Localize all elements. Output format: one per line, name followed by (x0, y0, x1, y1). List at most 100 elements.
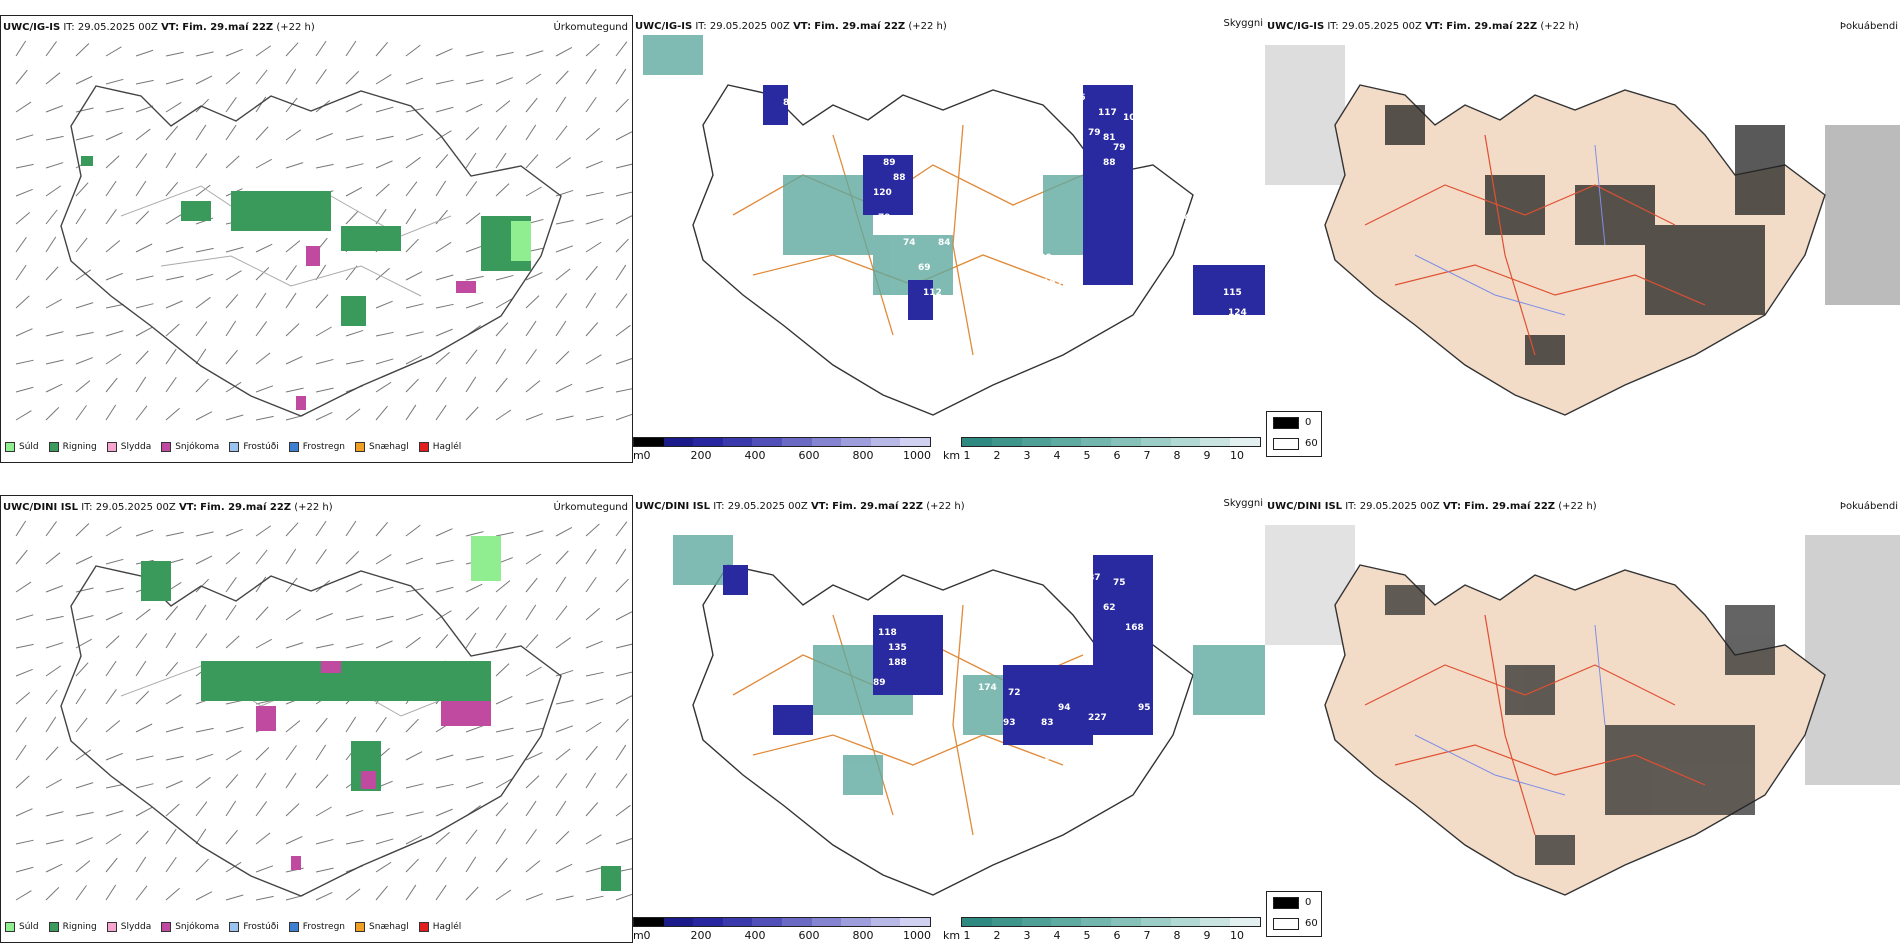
wind-barb (345, 40, 357, 57)
wind-barb (525, 666, 542, 677)
wind-barb (555, 699, 574, 705)
wind-barb (525, 295, 540, 309)
cloudbase-label: 155 (1028, 658, 1047, 668)
colorbar-step (1170, 438, 1201, 446)
wind-barb (135, 210, 150, 225)
wind-barb (105, 720, 121, 733)
visibility-unit: km (943, 929, 961, 942)
wind-barb (615, 643, 632, 649)
wind-barb (465, 583, 483, 593)
wind-barb (495, 754, 514, 761)
wind-barb (45, 41, 57, 57)
wind-barb (555, 415, 574, 421)
cloudbase-label: 100 (1123, 113, 1142, 123)
wind-barb (585, 895, 604, 901)
wind-barb (435, 610, 452, 621)
wind-barb (255, 549, 268, 565)
wind-barb (615, 358, 632, 365)
wind-barb (615, 293, 628, 309)
it-label: IT: (81, 502, 93, 513)
wind-barb (345, 615, 364, 621)
wind-barb (75, 688, 87, 705)
wind-barb (105, 526, 122, 537)
wind-barb (15, 808, 33, 817)
wind-barb (45, 209, 58, 225)
wind-barb (105, 107, 124, 113)
colorbar-step (1081, 918, 1111, 926)
cloudbase-label: 143 (1043, 753, 1062, 763)
wind-barb (135, 128, 151, 141)
wind-barb (225, 800, 237, 817)
fog-legend-bottom: 0 60 (1266, 891, 1322, 937)
wind-barb (105, 635, 120, 649)
wind-barb (525, 634, 539, 649)
wind-barb (555, 669, 574, 677)
wind-barb (585, 721, 602, 733)
wind-barb (435, 404, 447, 421)
legend-label: Snjókoma (175, 442, 220, 452)
wind-barb (45, 298, 62, 309)
wind-barb (615, 68, 627, 85)
wind-barb (285, 42, 299, 57)
wind-barb (285, 836, 303, 845)
wind-barb (375, 405, 388, 421)
wind-barb (585, 802, 599, 817)
colorbar-step (693, 438, 723, 446)
wind-barb (45, 72, 61, 85)
colorbar-tick: 2 (993, 929, 1001, 942)
wind-barb (495, 100, 511, 113)
wind-barb (105, 660, 117, 677)
wind-barb (525, 73, 542, 85)
legend-label: Frostregn (302, 442, 346, 452)
wind-barb (15, 581, 32, 593)
colorbar-tick: 6 (1113, 449, 1121, 462)
wind-barb (495, 857, 508, 873)
wind-barb (195, 153, 208, 169)
wind-barb (285, 265, 297, 281)
wind-barb (195, 247, 214, 253)
panel-header: UWC/DINI ISL IT: 29.05.2025 00Z VT: Fim.… (1267, 501, 1597, 512)
fog-panel-top: UWC/IG-IS IT: 29.05.2025 00Z VT: Fim. 29… (1265, 15, 1900, 463)
wind-barb (435, 808, 453, 817)
wind-barb (195, 296, 211, 309)
wind-barb (585, 218, 604, 225)
wind-barb (195, 828, 207, 845)
wind-barb (165, 300, 183, 309)
wind-barb (555, 320, 567, 337)
colorbar-tick: 5 (1083, 449, 1091, 462)
wind-barb (525, 893, 543, 901)
wind-barb (105, 810, 124, 817)
precip-map-bottom (15, 520, 632, 901)
wind-barb (615, 804, 631, 817)
wind-barb (585, 241, 602, 253)
cloudbase-label: 75 (1113, 578, 1126, 588)
cloudbase-label: 55 (1143, 153, 1156, 163)
colorbar-tick: 400 (744, 449, 766, 462)
cloudbase-label: 12 (925, 856, 938, 866)
cloudbase-label: 79 (1113, 143, 1126, 153)
wind-barb (195, 321, 208, 337)
wind-barb (405, 378, 419, 393)
lead-time: (+22 h) (1540, 21, 1579, 32)
legend-item: Frostregn (288, 442, 346, 452)
wind-barb (405, 884, 417, 901)
colorbar-step (1021, 438, 1052, 446)
wind-barb (15, 40, 27, 57)
lead-time: (+22 h) (926, 501, 965, 512)
wind-barb (495, 51, 514, 57)
wind-barb (165, 780, 183, 789)
vt-label: VT: (1442, 501, 1461, 512)
colorbar-step (1021, 918, 1052, 926)
wind-barb (465, 725, 484, 733)
colorbar-tick: 0 (643, 449, 651, 462)
wind-barb (345, 583, 363, 593)
wind-barb (105, 558, 124, 565)
cloudbase-label: 76 (1073, 93, 1086, 103)
wind-barb (195, 858, 209, 873)
cloudbase-label: 188 (888, 658, 907, 668)
wind-barb (465, 181, 478, 197)
wind-barb (615, 838, 632, 845)
wind-barb (435, 79, 454, 85)
wind-barb (465, 856, 477, 873)
wind-barb (315, 132, 333, 141)
